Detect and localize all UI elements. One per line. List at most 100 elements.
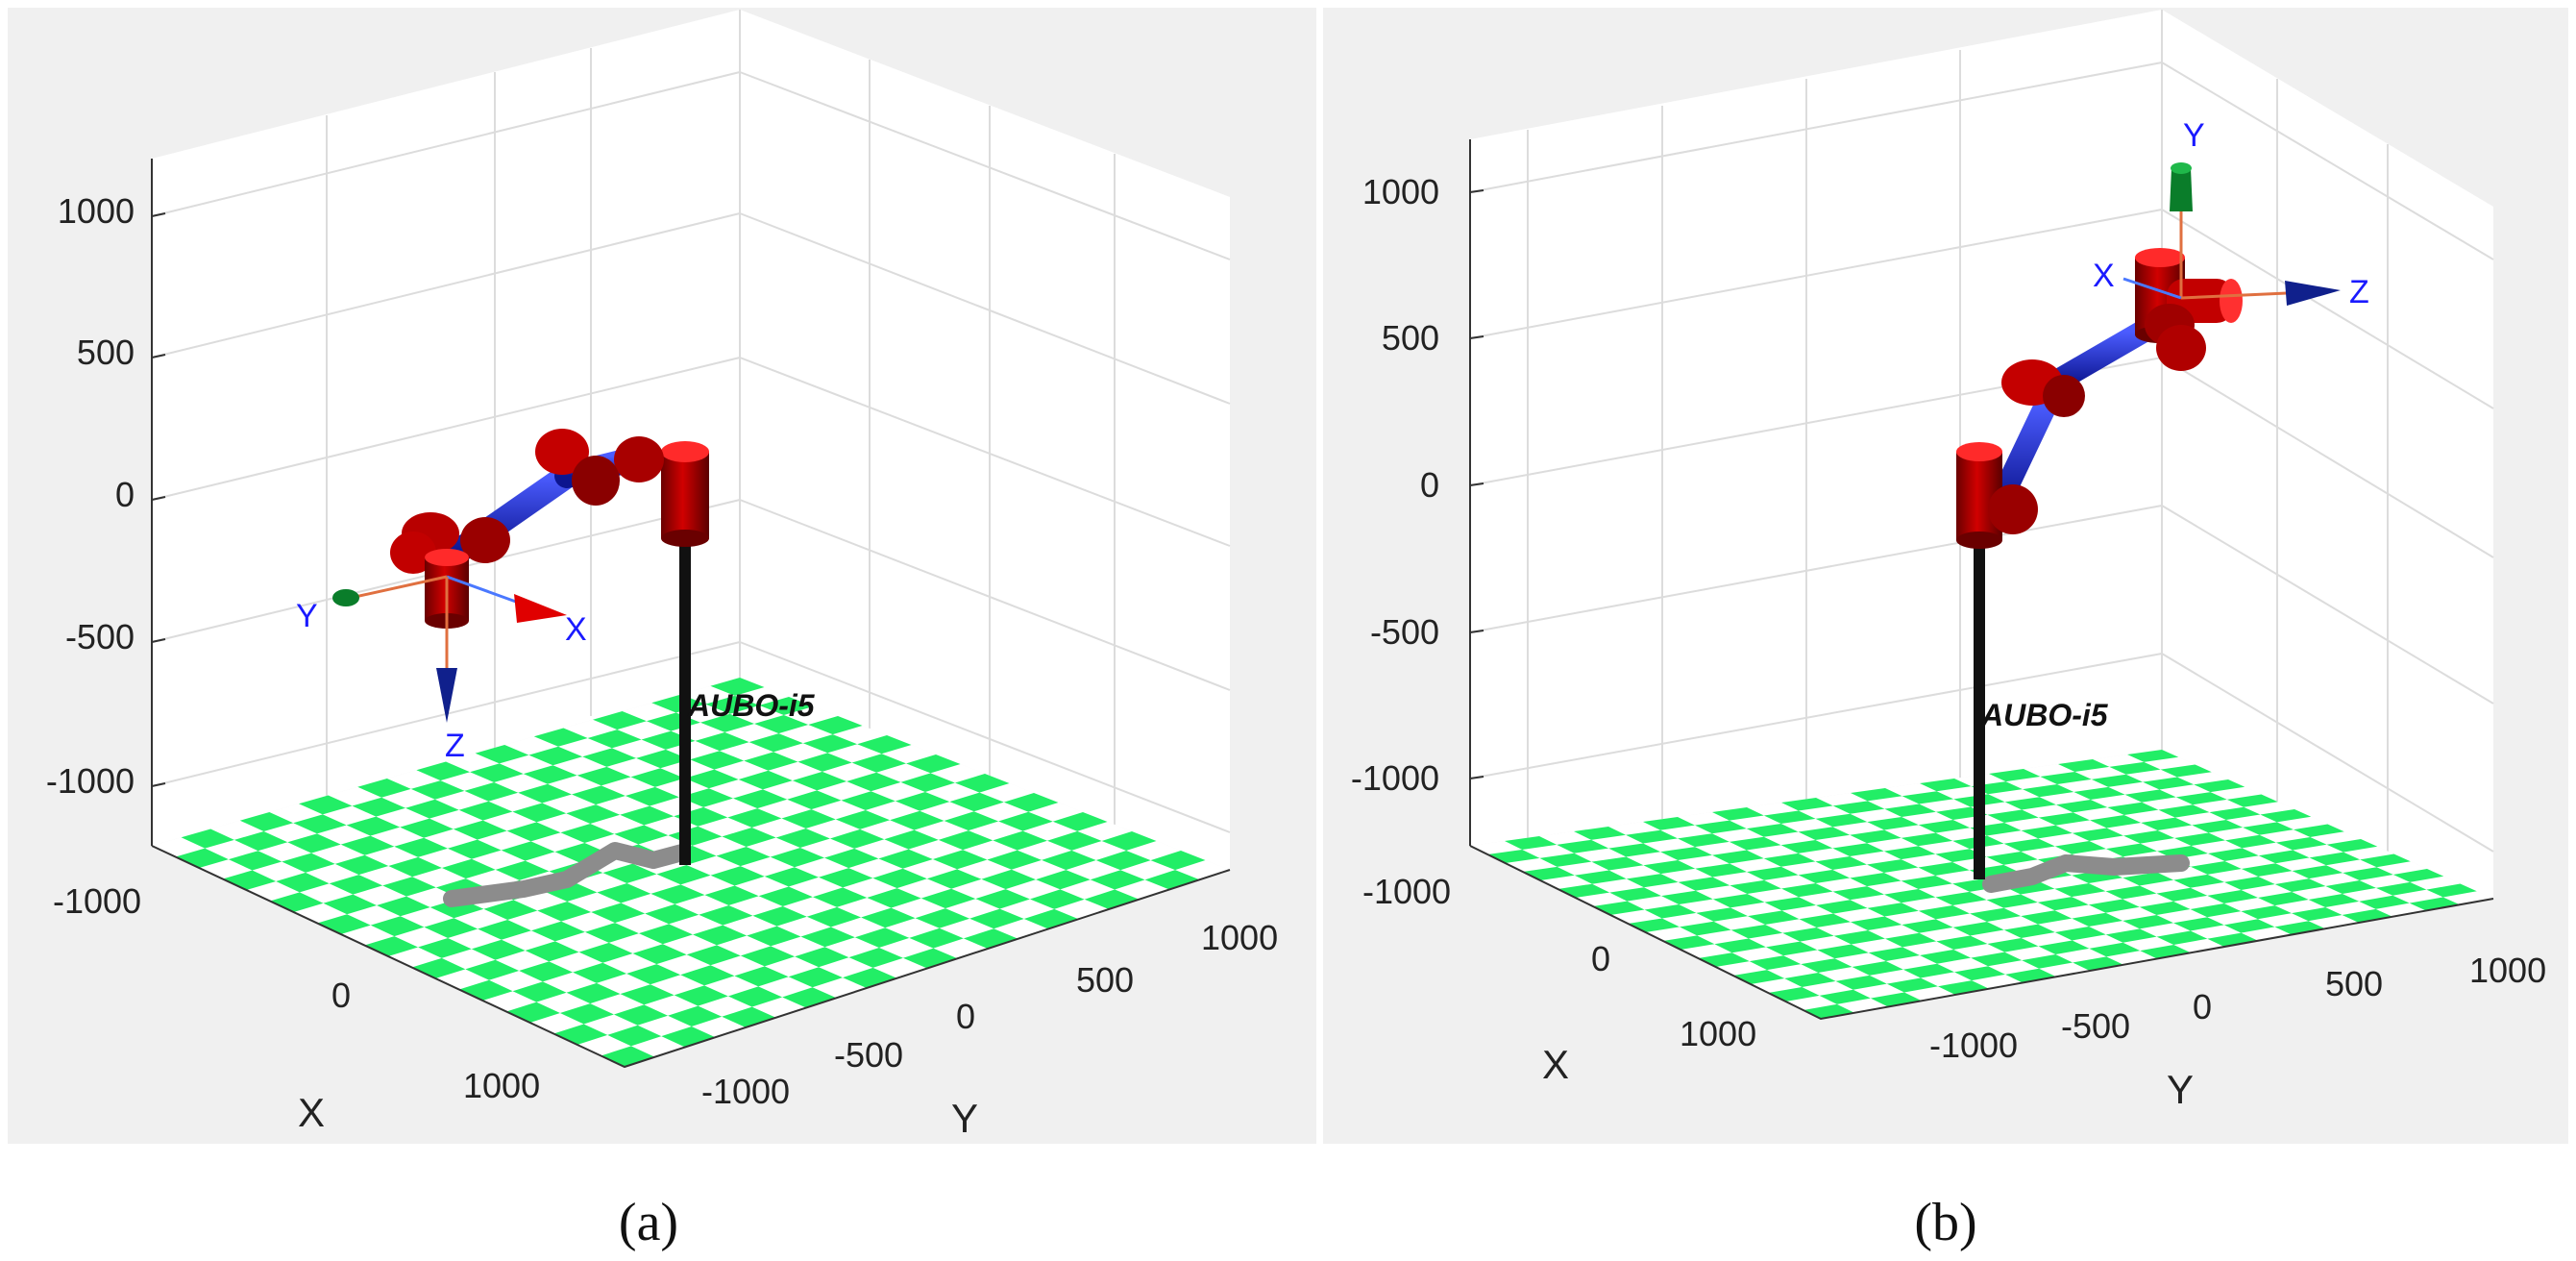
floor-tile (620, 805, 675, 826)
floor-tile (1712, 850, 1764, 864)
floor-tile (812, 887, 868, 907)
floor-tile (900, 773, 955, 792)
floor-tile (1781, 883, 1833, 898)
floor-tile (752, 906, 807, 927)
floor-tile (884, 829, 939, 850)
floor-tile (287, 833, 341, 853)
floor-tile (1986, 852, 2038, 865)
floor-tile (1902, 963, 1954, 978)
floor-tile (705, 695, 760, 714)
x-tick-label: -1000 (53, 881, 141, 921)
floor-tile (352, 797, 406, 817)
panel-b-robot-joints (1956, 248, 2243, 549)
floor-tile (495, 860, 550, 880)
floor-tile (1522, 866, 1575, 880)
floor-tile (651, 694, 706, 713)
panel-a-robot-label: AUBO-i5 (687, 688, 816, 723)
panel-b-y-axis-label: Y (2167, 1067, 2194, 1112)
panel-a-checker-floor (175, 678, 1206, 1067)
floor-tile (954, 774, 1010, 793)
panel-a-tool-frame (332, 575, 567, 723)
floor-tile (1150, 851, 1206, 871)
floor-tile (566, 804, 621, 824)
floor-tile (806, 906, 862, 927)
floor-tile (993, 830, 1047, 851)
floor-tile (1952, 922, 2004, 936)
floor-tile (1799, 913, 1851, 927)
floor-tile (963, 928, 1018, 949)
x-tick-label: -1000 (1362, 872, 1451, 911)
panel-a-z-tick-marks (151, 212, 166, 787)
floor-tile (1144, 870, 1200, 890)
floor-tile (2141, 817, 2193, 830)
floor-tile (2160, 764, 2212, 778)
floor-tile (620, 984, 675, 1005)
y-arrow-head (332, 589, 359, 606)
floor-tile (1095, 851, 1151, 871)
floor-tile (329, 875, 383, 895)
floor-tile (1833, 929, 1885, 945)
floor-tile (1918, 862, 1970, 876)
floor-tile (1628, 918, 1680, 932)
floor-tile (819, 868, 873, 888)
panel-b-grid (1469, 10, 2494, 853)
floor-tile (636, 749, 691, 769)
floor-tile (1592, 901, 1645, 915)
floor-tile (1937, 980, 1989, 995)
y-tick-label: 1000 (2469, 951, 2546, 990)
floor-tile (1987, 809, 2039, 823)
floor-tile (1696, 907, 1748, 922)
floor-tile (299, 795, 353, 815)
floor-tile (471, 939, 526, 960)
floor-tile (597, 883, 651, 903)
floor-tile (418, 938, 472, 958)
floor-tile (1850, 829, 1901, 844)
floor-tile (1780, 840, 1833, 853)
floor-tile (1714, 938, 1766, 953)
floor-tile (559, 1003, 614, 1025)
y-tick-label: -1000 (701, 1072, 790, 1111)
floor-tile (1954, 966, 2006, 981)
floor-tile (424, 918, 478, 938)
floor-tile (293, 814, 347, 834)
z-arrow-head (436, 668, 457, 723)
floor-tile (1763, 853, 1816, 867)
floor-tile (2309, 852, 2361, 866)
floor-tile (1036, 870, 1091, 890)
floor-tile (1986, 894, 2038, 908)
floor-tile (2192, 820, 2244, 833)
floor-tile (1901, 875, 1952, 889)
panel-b-z-tick-marks (1469, 189, 1484, 779)
frame-label-y: Y (2183, 117, 2205, 154)
z-tick-label: 1000 (58, 191, 135, 231)
floor-tile (573, 962, 627, 983)
floor-tile (1003, 793, 1059, 812)
floor-tile (2073, 956, 2123, 971)
floor-tile (382, 877, 436, 897)
floor-tile (2207, 889, 2258, 903)
floor-tile (722, 1006, 776, 1027)
floor-tile (824, 848, 879, 869)
floor-tile (1901, 919, 1953, 933)
floor-tile (239, 812, 294, 832)
z-tick-label: -1000 (46, 761, 135, 801)
frame-label-z: Z (445, 728, 465, 764)
floor-tile (2258, 892, 2309, 906)
floor-tile (566, 982, 621, 1004)
panel-a-trajectory-path (443, 842, 691, 907)
floor-tile (577, 766, 631, 786)
floor-tile (727, 986, 783, 1007)
floor-tile (848, 948, 903, 968)
floor-tile (228, 851, 282, 871)
floor-tile (1918, 820, 1971, 833)
floor-tile (2156, 930, 2208, 945)
panel-b-y-tick-labels: -1000 -500 0 500 1000 (1929, 951, 2546, 1065)
floor-tile (632, 944, 687, 965)
y-tick-label: 0 (2193, 987, 2212, 1026)
floor-tile (2223, 919, 2275, 933)
floor-tile (1678, 833, 1730, 848)
floor-tile (2054, 883, 2106, 898)
floor-tile (2207, 848, 2259, 861)
floor-tile (1782, 927, 1834, 942)
floor-tile (2226, 794, 2278, 807)
